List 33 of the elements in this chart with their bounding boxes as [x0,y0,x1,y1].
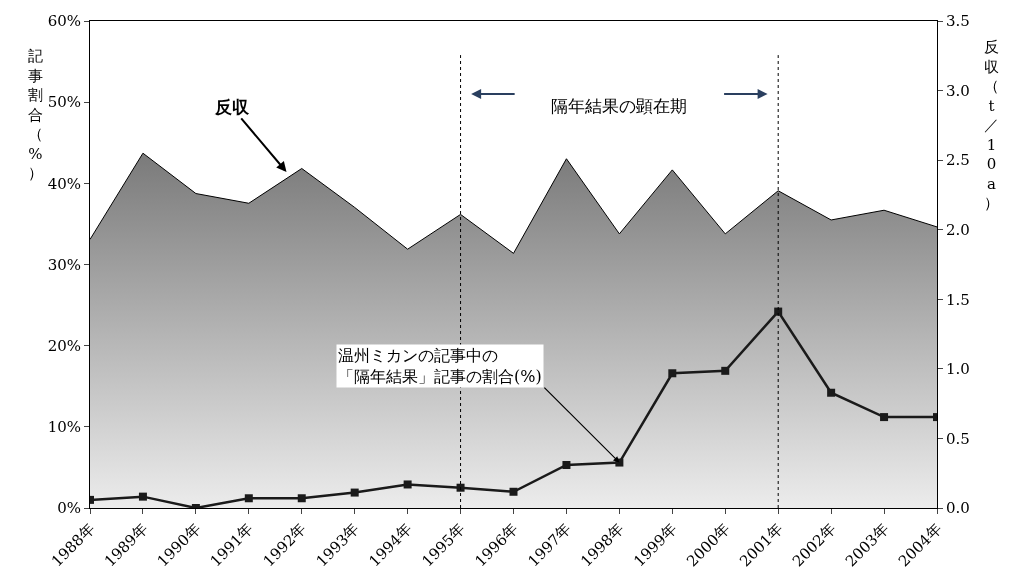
text: 反収（t／10a） [984,38,999,212]
y2-tick-label: 3.5 [946,12,970,31]
y-tick-label: 30% [47,255,81,274]
y2-tick-label: 0.0 [946,499,970,518]
y-tick-label: 60% [47,12,81,31]
y2-tick-label: 2.0 [946,220,970,239]
annotation: 温州ミカンの記事中の「隔年結果」記事の割合(%) [338,346,542,386]
annotation: 反収 [214,97,250,117]
y2-tick-label: 2.5 [946,151,970,170]
y-tick-label: 50% [47,93,81,112]
point [456,483,465,492]
annotation: 隔年結果の顕在期 [551,96,687,116]
point [244,494,253,503]
point [509,487,518,496]
point [297,494,306,503]
y2-tick-label: 0.5 [946,429,970,448]
y-tick-label: 0% [57,499,81,518]
point [138,492,147,501]
y2-tick-label: 1.5 [946,290,970,309]
point [350,488,359,497]
point [827,388,836,397]
point [774,307,783,316]
point [721,366,730,375]
y-axis-title: 記事割合（%） [28,47,43,182]
point [403,480,412,489]
point [668,369,677,378]
y2-tick-label: 3.0 [946,81,970,100]
point [562,460,571,469]
y-tick-label: 10% [47,418,81,437]
y2-tick-label: 1.0 [946,360,970,379]
y-tick-label: 20% [47,336,81,355]
y-tick-label: 40% [47,174,81,193]
point [880,413,889,422]
